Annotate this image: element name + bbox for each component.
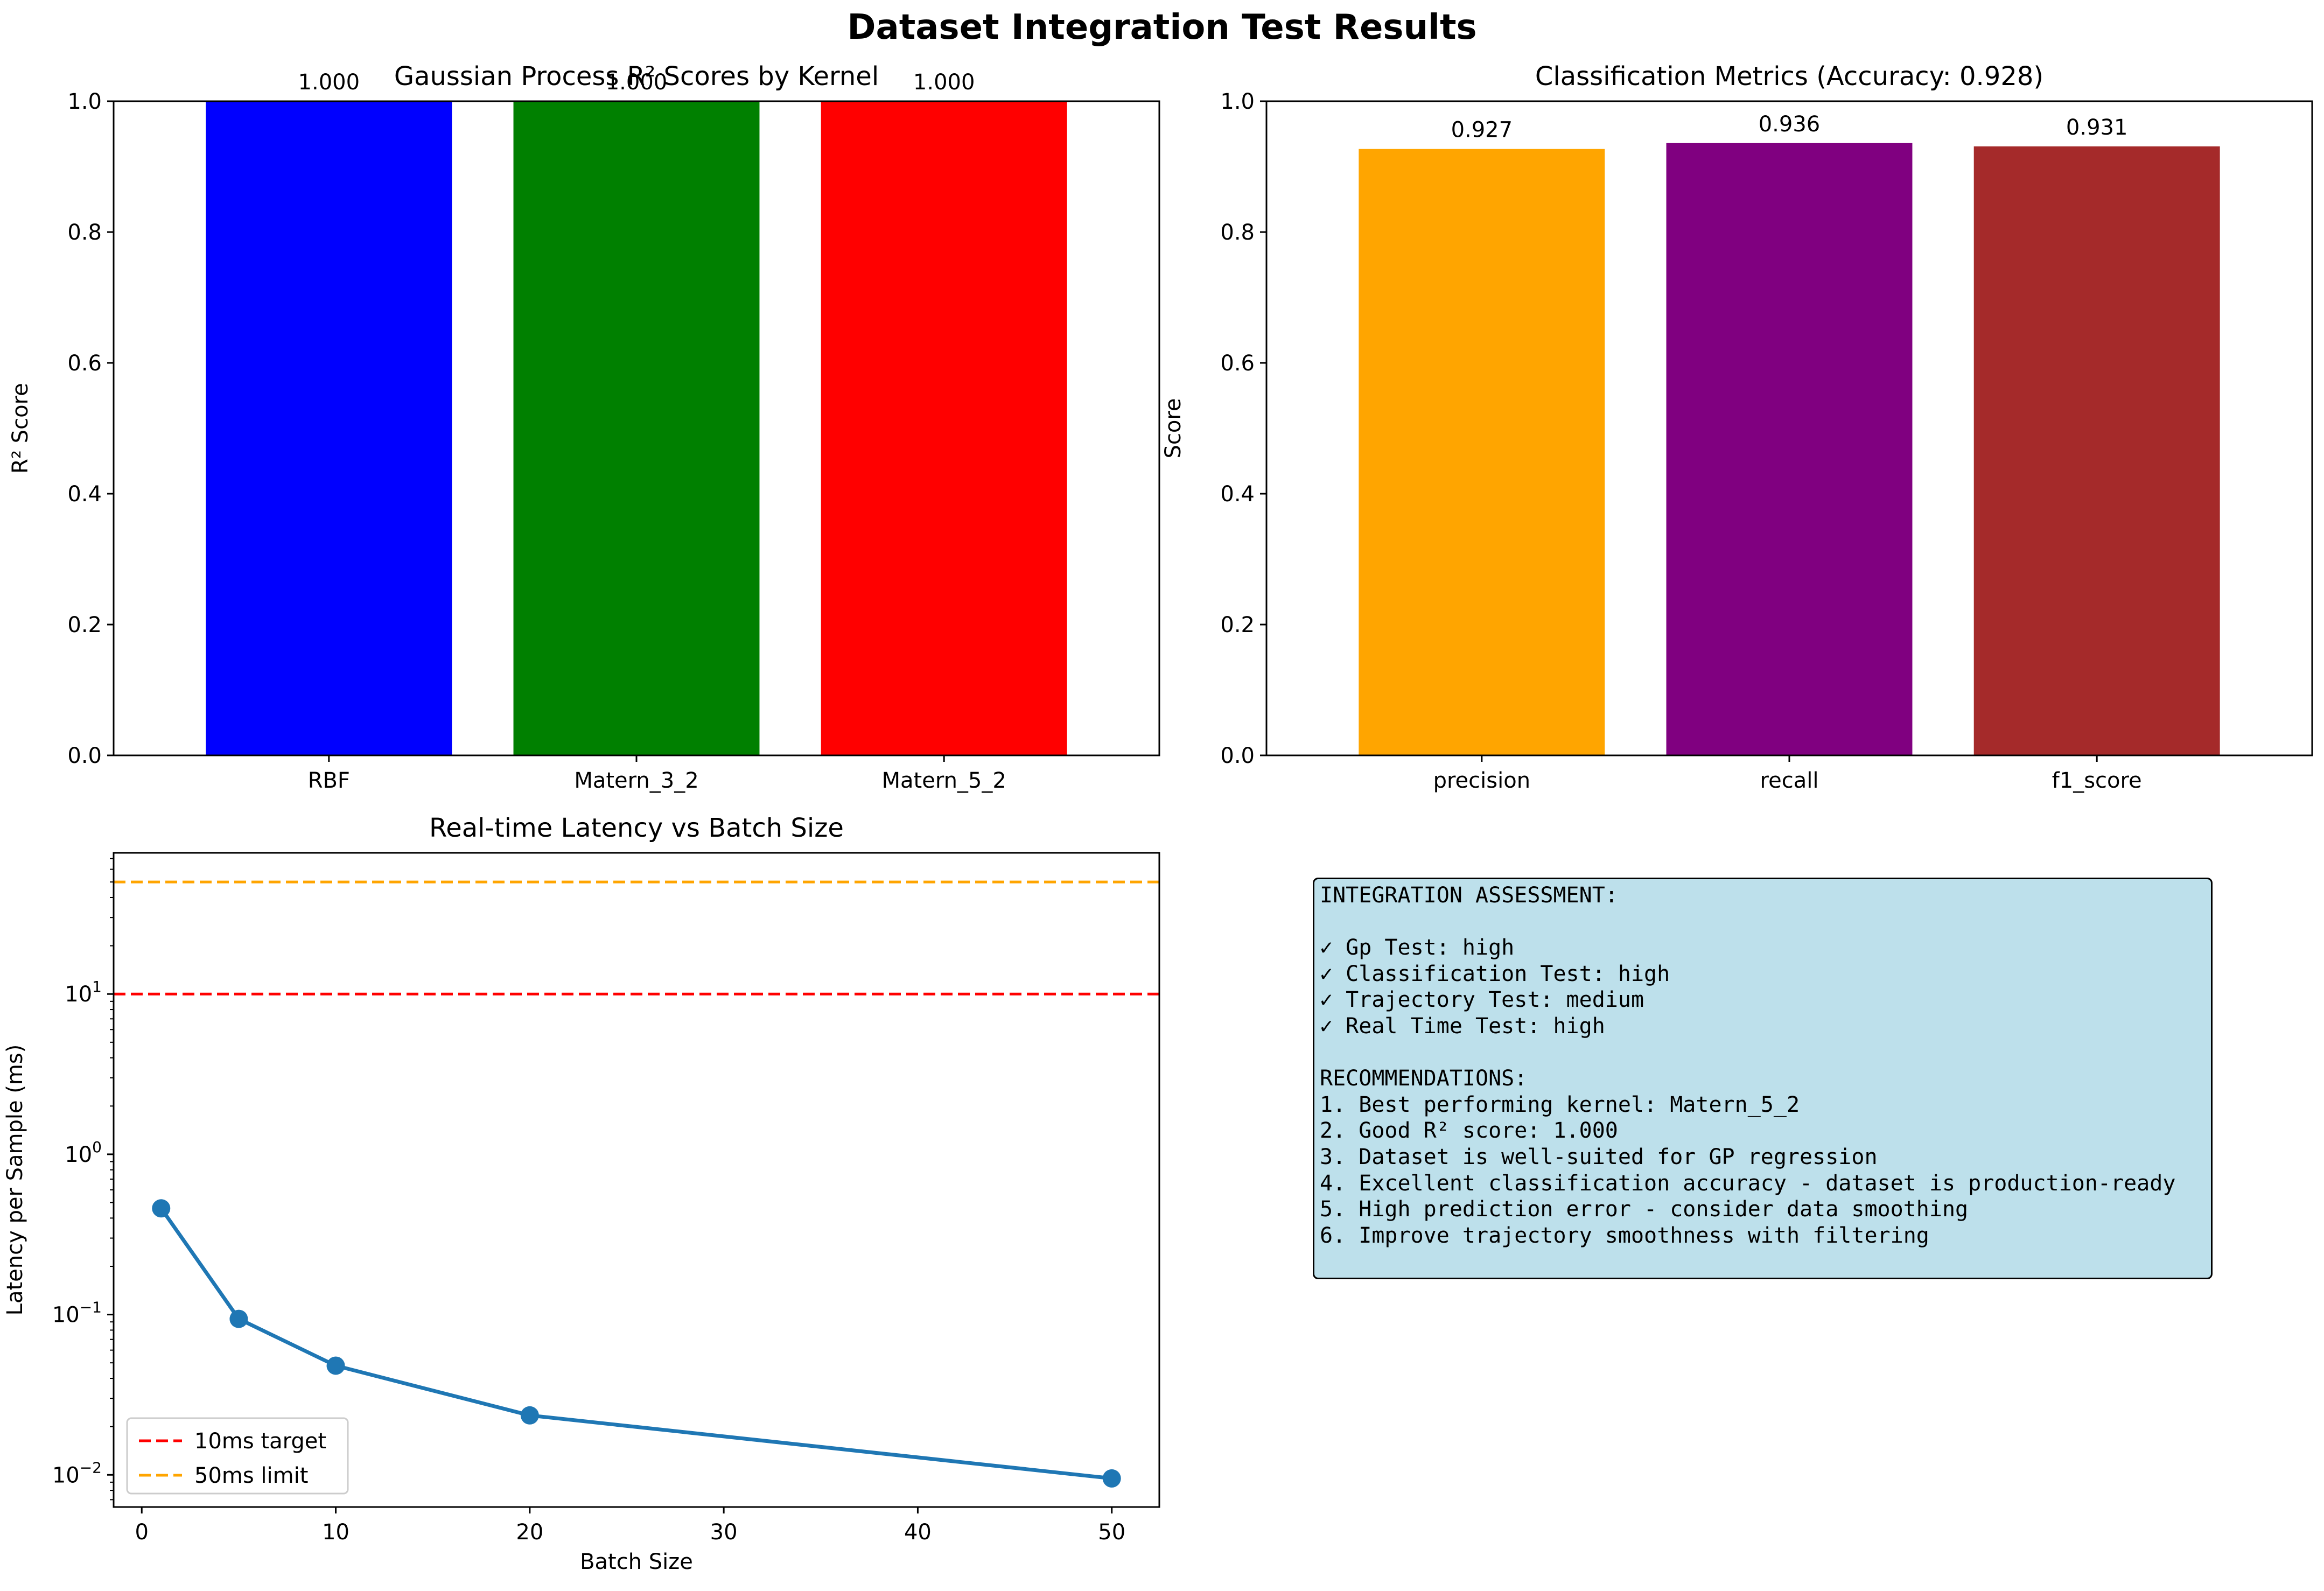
- y-axis-label: Latency per Sample (ms): [3, 1045, 27, 1316]
- assessment-line: 5. High prediction error - consider data…: [1320, 1197, 1969, 1222]
- y-tick-exponent: 1: [92, 978, 102, 996]
- data-label: 0.936: [1759, 112, 1821, 137]
- data-label: 1.000: [606, 70, 668, 95]
- data-point: [520, 1406, 539, 1425]
- data-label: 1.000: [913, 70, 975, 95]
- y-tick-label: 1.0: [1220, 89, 1255, 114]
- assessment-line: ✓ Real Time Test: high: [1320, 1013, 1605, 1039]
- x-tick-label: 50: [1098, 1520, 1125, 1545]
- kernel-r2-chart: 0.0 0.2 0.4 0.6 0.8 1.0 RBF Matern_3_2 Matern_5_…: [8, 61, 1160, 793]
- y-tick-label: 0.6: [67, 351, 102, 376]
- x-tick-label: f1_score: [2052, 768, 2142, 793]
- y-axis-label: Score: [1161, 398, 1186, 458]
- bar: [821, 101, 1067, 755]
- plot-frame: [113, 852, 1160, 1508]
- y-tick-label: 10−1: [52, 1299, 102, 1328]
- assessment-line: RECOMMENDATIONS:: [1320, 1066, 1528, 1091]
- x-tick-label: 30: [710, 1520, 738, 1545]
- y-tick-label: 101: [65, 978, 102, 1007]
- y-axis-label: R² Score: [8, 383, 33, 474]
- y-tick-label: 0.2: [67, 613, 102, 637]
- bar: [1666, 143, 1913, 755]
- y-tick-base: 10: [52, 1303, 80, 1328]
- data-point: [326, 1356, 345, 1375]
- y-tick-exponent: 0: [92, 1138, 102, 1156]
- x-tick-label: recall: [1760, 768, 1819, 793]
- bar: [1973, 146, 2220, 756]
- assessment-line: 2. Good R² score: 1.000: [1320, 1118, 1618, 1144]
- assessment-line: 4. Excellent classification accuracy - d…: [1320, 1171, 2176, 1196]
- assessment-line: 3. Dataset is well-suited for GP regress…: [1320, 1144, 1878, 1169]
- assessment-spacer: [1320, 1040, 2206, 1066]
- data-point: [1102, 1469, 1121, 1488]
- bar: [1359, 149, 1605, 755]
- assessment-line: INTEGRATION ASSESSMENT:: [1320, 883, 1618, 908]
- bar: [513, 101, 760, 755]
- y-tick-exponent: −2: [80, 1459, 102, 1476]
- data-label: 1.000: [298, 70, 360, 95]
- data-point: [229, 1309, 248, 1328]
- data-point: [152, 1199, 171, 1218]
- x-tick-label: 0: [135, 1520, 149, 1545]
- classification-metrics-chart: 0.0 0.2 0.4 0.6 0.8 1.0 precision recall f1_scor…: [1161, 61, 2313, 793]
- assessment-line: 6. Improve trajectory smoothness with fi…: [1320, 1223, 1929, 1248]
- bar: [206, 101, 452, 755]
- y-tick-label: 0.8: [1220, 220, 1255, 245]
- x-tick-label: 40: [904, 1520, 932, 1545]
- assessment-spacer: [1320, 909, 2206, 935]
- assessment-line: ✓ Classification Test: high: [1320, 961, 1670, 986]
- x-tick-label: Matern_3_2: [574, 768, 698, 793]
- y-tick-label: 0.8: [67, 220, 102, 245]
- chart-title: Classification Metrics (Accuracy: 0.928): [1535, 61, 2043, 92]
- x-tick-label: RBF: [308, 768, 350, 793]
- assessment-line: 1. Best performing kernel: Matern_5_2: [1320, 1092, 1800, 1117]
- assessment-line: ✓ Gp Test: high: [1320, 935, 1515, 961]
- legend-label: 10ms target: [194, 1429, 326, 1454]
- x-tick-label: 20: [516, 1520, 543, 1545]
- y-tick-label: 10−2: [52, 1459, 102, 1488]
- y-tick-label: 100: [65, 1138, 102, 1167]
- y-tick-label: 0.2: [1220, 613, 1255, 637]
- y-tick-label: 0.6: [1220, 351, 1255, 376]
- chart-title: Gaussian Process R² Scores by Kernel: [394, 61, 879, 92]
- y-tick-label: 0.0: [67, 744, 102, 768]
- x-tick-label: Matern_5_2: [882, 768, 1006, 793]
- legend-label: 50ms limit: [194, 1463, 308, 1488]
- x-tick-label: precision: [1433, 768, 1530, 793]
- integration-assessment-box: INTEGRATION ASSESSMENT: ✓ Gp Test: high ✓ …: [1313, 878, 2213, 1279]
- x-tick-label: 10: [322, 1520, 349, 1545]
- y-tick-base: 10: [52, 1463, 80, 1488]
- y-tick-base: 10: [65, 982, 92, 1007]
- legend-box: [126, 1417, 349, 1495]
- y-tick-exponent: −1: [80, 1299, 102, 1316]
- figure-title: Dataset Integration Test Results: [847, 8, 1477, 47]
- chart-title: Real-time Latency vs Batch Size: [429, 813, 844, 843]
- x-axis-label: Batch Size: [580, 1550, 693, 1574]
- y-tick-base: 10: [65, 1143, 92, 1167]
- y-tick-label: 1.0: [67, 89, 102, 114]
- y-tick-label: 0.4: [1220, 482, 1255, 507]
- assessment-line: ✓ Trajectory Test: medium: [1320, 987, 1644, 1013]
- data-label: 0.927: [1451, 118, 1513, 143]
- data-label: 0.931: [2066, 115, 2128, 140]
- y-tick-label: 0.4: [67, 482, 102, 507]
- y-tick-label: 0.0: [1220, 744, 1255, 768]
